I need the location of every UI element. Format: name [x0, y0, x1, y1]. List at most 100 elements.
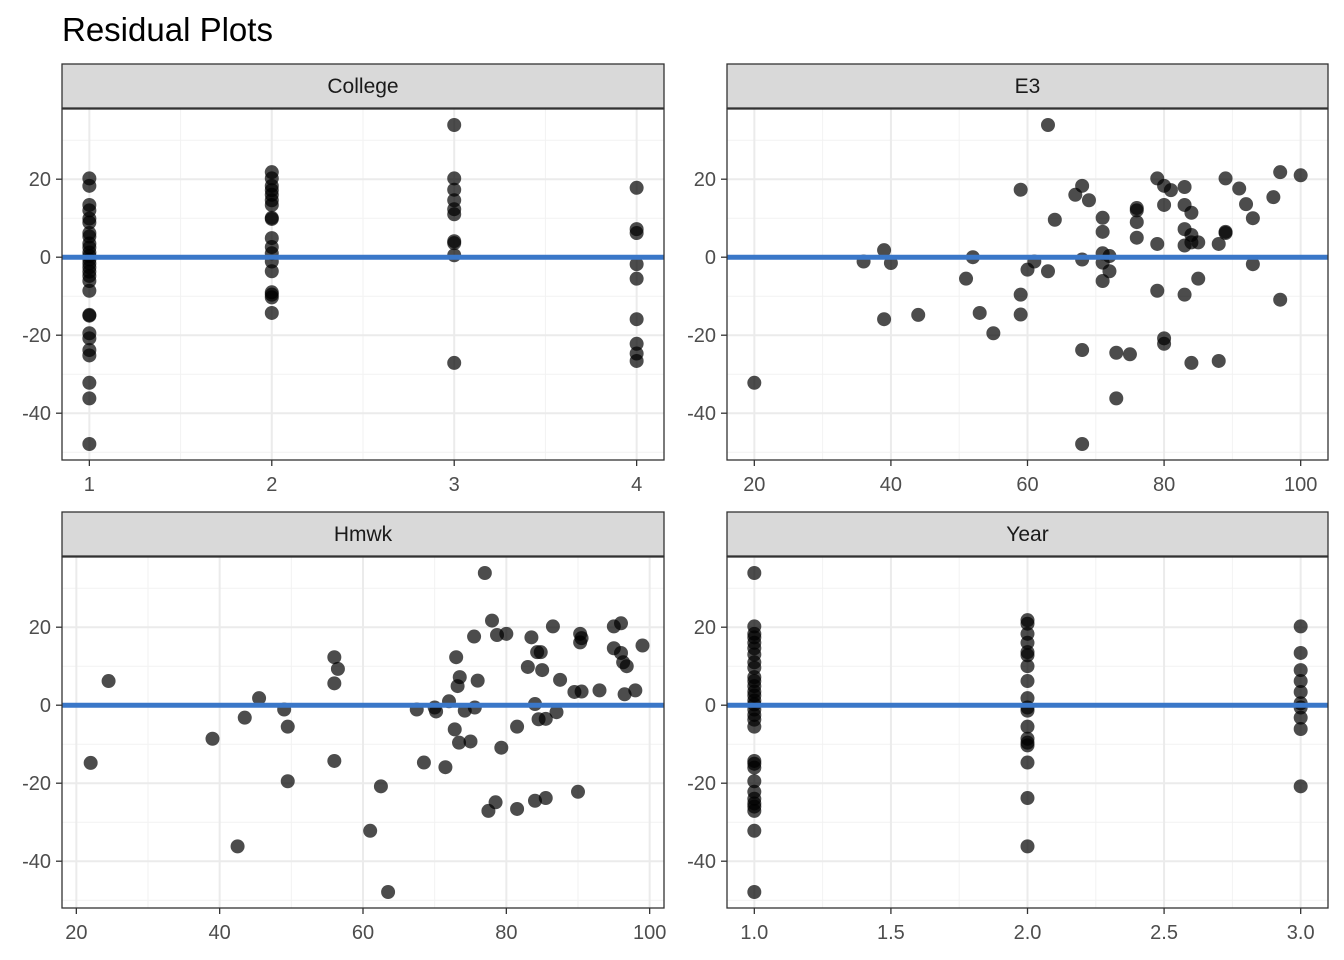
residual-point	[447, 236, 462, 251]
residual-point	[264, 211, 279, 226]
strip-year	[726, 511, 1329, 557]
residual-point	[447, 171, 462, 186]
x-tick-label: 3	[449, 474, 460, 496]
residual-point	[1047, 212, 1062, 227]
residual-point	[1020, 791, 1035, 806]
strip-college	[61, 63, 665, 109]
y-tick-label: 0	[705, 247, 716, 269]
residual-point	[1020, 738, 1035, 753]
residual-point	[477, 565, 492, 580]
residual-point	[463, 734, 478, 749]
residual-point	[635, 638, 650, 653]
residual-point	[447, 722, 462, 737]
residual-point	[1191, 235, 1206, 250]
residual-point	[911, 307, 926, 322]
residual-point	[986, 326, 1001, 341]
residual-point	[628, 683, 643, 698]
residual-point	[82, 178, 97, 193]
axes-hmwk: 20 40 60 80 100 -40 -20 0 20	[22, 617, 666, 944]
strip-label-e3: E3	[1015, 75, 1041, 98]
residual-point	[1184, 205, 1199, 220]
residual-point	[747, 774, 762, 789]
residual-point	[1075, 343, 1090, 358]
residual-point	[1157, 197, 1172, 212]
residual-point	[205, 731, 220, 746]
figure-title: Residual Plots	[62, 11, 273, 48]
residual-point	[264, 305, 279, 320]
residual-point	[1129, 215, 1144, 230]
residual-point	[510, 801, 525, 816]
residual-point	[629, 257, 644, 272]
residual-point	[747, 565, 762, 580]
residual-point	[452, 735, 467, 750]
residual-point	[449, 650, 464, 665]
x-tick-label: 4	[631, 474, 642, 496]
residual-point	[1273, 165, 1288, 180]
residual-point	[1184, 355, 1199, 370]
residual-point	[447, 207, 462, 222]
residual-point	[1020, 839, 1035, 854]
residual-point	[545, 619, 560, 634]
panel-border-college	[61, 108, 665, 461]
residual-point	[1020, 659, 1035, 674]
residual-point	[959, 271, 974, 286]
y-tick-label: -20	[687, 773, 716, 795]
residual-point	[363, 823, 378, 838]
residual-point	[877, 312, 892, 327]
x-tick-label: 60	[1016, 474, 1038, 496]
residual-point	[549, 705, 564, 720]
residual-point	[571, 784, 585, 799]
residual-point	[438, 760, 453, 775]
residual-point	[747, 803, 762, 818]
residual-point	[629, 226, 644, 241]
residual-point	[1157, 336, 1172, 351]
residual-point	[82, 308, 97, 323]
residual-point	[629, 336, 644, 351]
residual-point	[230, 839, 245, 854]
residual-point	[330, 661, 345, 676]
residual-point	[1293, 674, 1308, 689]
facet-panels: College 1 2 3 4 -40 -20 0 20 E3 20 40 60 80 100 -40 -20 0…	[22, 63, 1329, 944]
residual-point	[264, 290, 279, 305]
x-tick-label: 2.0	[1014, 922, 1042, 944]
residual-point	[574, 684, 589, 699]
residual-point	[82, 437, 97, 452]
residual-point	[1150, 236, 1165, 251]
residual-point	[82, 331, 97, 346]
x-tick-label: 80	[1153, 474, 1175, 496]
gridlines-hmwk	[62, 557, 664, 908]
residual-point	[629, 180, 644, 195]
residual-point	[447, 117, 462, 132]
residual-point	[1020, 674, 1035, 689]
panel-year: Year 1.0 1.5 2.0 2.5 3.0 -40 -20 0 20	[687, 511, 1329, 944]
residual-point	[1102, 264, 1117, 279]
y-tick-label: 20	[694, 617, 716, 639]
residual-point	[524, 630, 539, 645]
y-tick-label: -40	[22, 851, 51, 873]
residual-point	[553, 672, 568, 687]
residual-point	[101, 674, 116, 689]
y-tick-label: -40	[687, 403, 716, 425]
residual-point	[1075, 178, 1090, 193]
residual-point	[1095, 210, 1110, 225]
residual-point	[538, 711, 553, 726]
residual-point	[1177, 287, 1192, 302]
residual-point	[82, 375, 97, 390]
y-tick-label: -40	[22, 403, 51, 425]
residual-point	[1211, 236, 1226, 251]
axes-college: 1 2 3 4 -40 -20 0 20	[22, 169, 642, 496]
residual-point	[452, 670, 467, 685]
residual-point	[1293, 684, 1308, 699]
residual-point	[1040, 117, 1055, 132]
y-tick-label: -20	[22, 325, 51, 347]
residual-point	[747, 375, 762, 390]
residual-point	[1109, 391, 1124, 406]
residual-point	[381, 885, 396, 900]
strip-label-college: College	[327, 75, 398, 98]
residual-point	[1040, 264, 1055, 279]
residual-point	[629, 353, 644, 368]
residual-point	[252, 691, 267, 706]
residual-point	[1013, 287, 1028, 302]
residual-point	[1293, 619, 1308, 634]
residual-point	[1232, 181, 1247, 196]
